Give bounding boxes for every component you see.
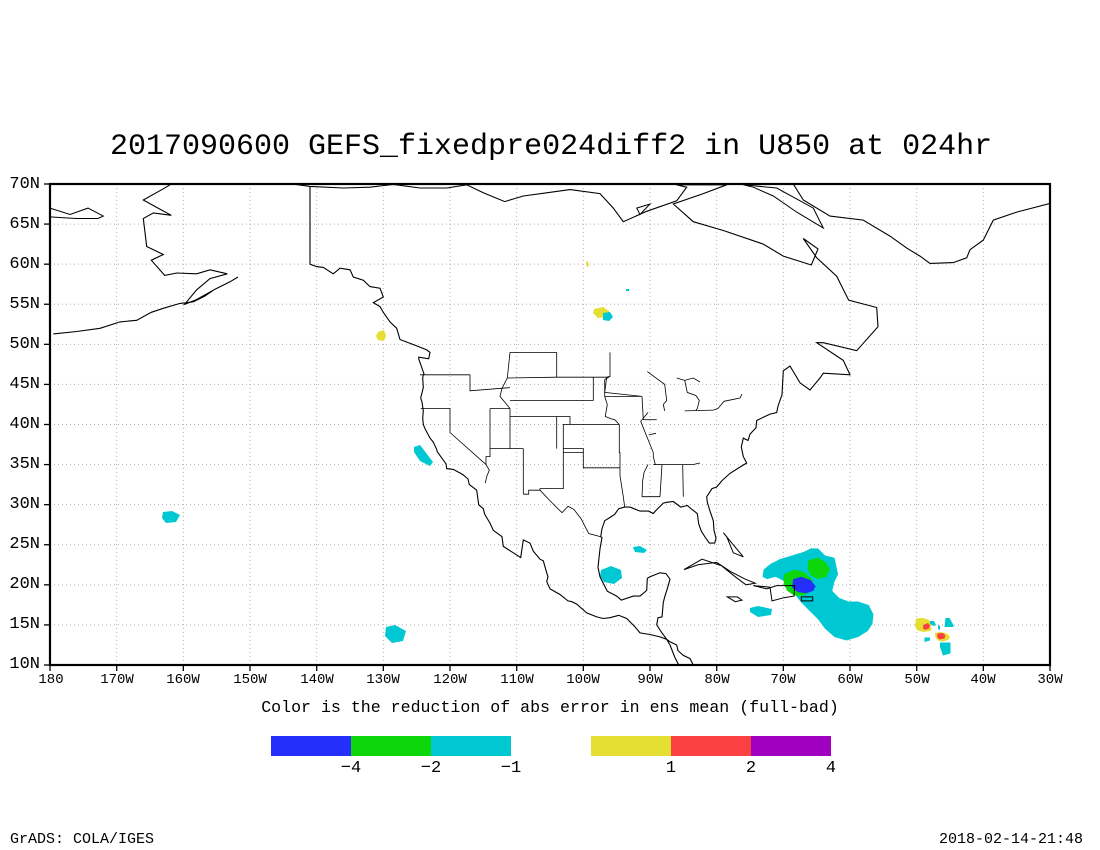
- svg-text:4: 4: [826, 759, 836, 778]
- svg-text:1: 1: [666, 759, 676, 778]
- svg-text:−1: −1: [501, 759, 521, 778]
- svg-text:−2: −2: [421, 759, 441, 778]
- svg-text:−4: −4: [341, 759, 361, 778]
- svg-text:2: 2: [746, 759, 756, 778]
